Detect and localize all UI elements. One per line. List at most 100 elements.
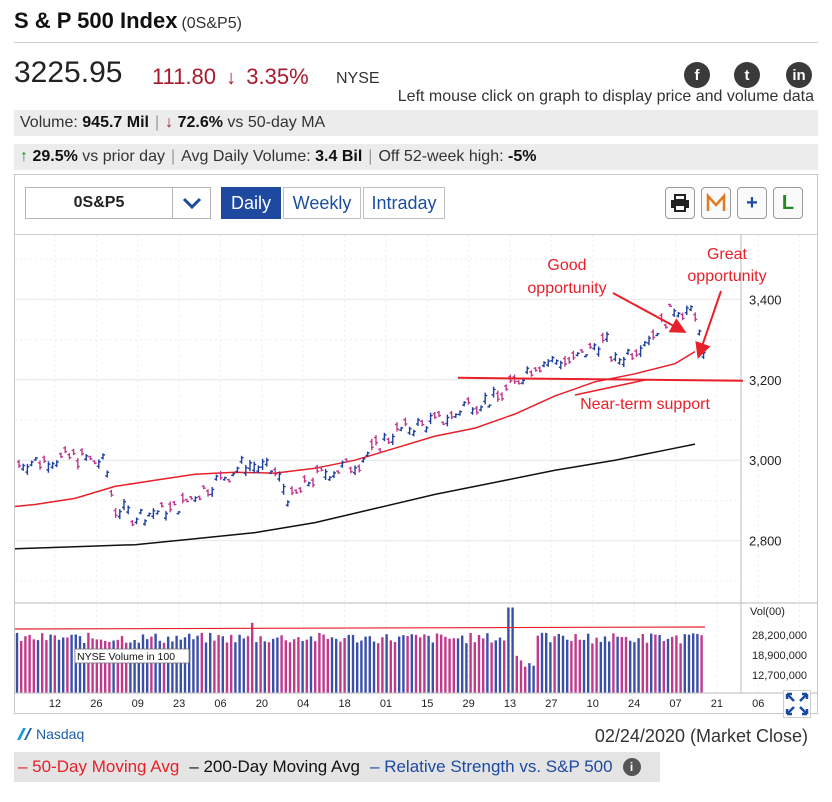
volume-bar: Volume: 945.7 Mil | ↓ 72.6% vs 50-day MA xyxy=(14,110,818,136)
compare-icon[interactable] xyxy=(701,187,731,219)
chevron-down-icon[interactable] xyxy=(172,188,210,218)
volume-bar xyxy=(549,642,552,693)
volume-bar xyxy=(66,637,69,693)
volume-bar xyxy=(356,642,359,693)
page-title: S & P 500 Index (0S&P5) xyxy=(14,8,242,33)
volume-bar xyxy=(272,638,275,693)
volume-bar xyxy=(393,641,397,693)
volume-axis-title: Vol(00) xyxy=(750,606,785,618)
linkedin-icon[interactable]: in xyxy=(786,62,812,88)
volume-bar xyxy=(62,637,65,693)
expand-icon[interactable] xyxy=(783,690,811,718)
volume-bar xyxy=(414,634,418,693)
info-icon[interactable]: i xyxy=(622,758,641,776)
nasdaq-icon xyxy=(17,728,32,740)
volume-bar xyxy=(540,632,544,693)
volume-bar xyxy=(221,636,224,693)
volume-bar xyxy=(192,639,195,693)
volume-bar xyxy=(284,640,287,693)
volume-bar xyxy=(230,634,233,693)
add-indicator-icon[interactable]: + xyxy=(737,187,767,219)
volume-bar xyxy=(419,637,422,693)
price-chart[interactable]: Vol(00) 28,200,000 18,900,000 12,700,000 NYS… xyxy=(15,235,817,713)
volume-bar xyxy=(15,633,19,693)
volume-bar xyxy=(679,643,682,693)
volume-bar xyxy=(402,635,405,693)
month-label: Feb xyxy=(634,712,653,713)
volume-bar xyxy=(519,660,523,693)
volume-bar xyxy=(650,633,653,693)
month-label: Sep xyxy=(193,712,213,713)
symbol-selector[interactable]: 0S&P5 xyxy=(25,187,211,219)
volume-ma-label: vs 50-day MA xyxy=(227,114,326,131)
volume-bar xyxy=(675,635,678,693)
volume-bar xyxy=(557,633,560,693)
volume-bar xyxy=(465,643,468,693)
x-tick-label: 04 xyxy=(297,698,309,710)
volume-bar xyxy=(452,638,455,693)
month-label: Mar xyxy=(722,712,741,713)
volume-bar xyxy=(645,642,649,693)
volume-bar xyxy=(427,635,430,693)
volume-bar xyxy=(360,640,363,693)
month-label: Aug xyxy=(105,712,125,713)
volume-bar xyxy=(482,638,485,693)
volume-bar xyxy=(406,636,409,693)
volume-bar xyxy=(314,641,317,693)
volume-bar xyxy=(486,633,489,693)
twitter-icon[interactable]: t xyxy=(734,62,760,88)
volume-bar xyxy=(515,655,518,693)
exchange-label: NYSE xyxy=(336,70,380,87)
volume-bar xyxy=(578,639,581,693)
volume-bar xyxy=(45,640,48,693)
volume-bar xyxy=(141,634,145,693)
y-tick-label: 3,000 xyxy=(749,453,782,468)
volume-bar xyxy=(53,635,56,693)
tab-weekly[interactable]: Weekly xyxy=(283,187,361,219)
tab-daily[interactable]: Daily xyxy=(221,187,281,219)
support-line xyxy=(457,376,744,382)
volume-bar xyxy=(28,634,31,693)
volume-ma-line xyxy=(15,626,706,630)
month-label: Nov xyxy=(369,712,389,713)
annotation-support: Near-term support xyxy=(580,396,710,413)
volume-bar xyxy=(167,636,170,693)
x-tick-label: 09 xyxy=(132,698,144,710)
down-arrow-icon: ↓ xyxy=(226,67,237,89)
price-change: 111.80 ↓ 3.35% xyxy=(152,64,309,90)
volume-bar xyxy=(125,642,128,693)
volume-bar xyxy=(503,640,506,693)
volume-bar xyxy=(263,641,266,693)
volume-bar xyxy=(582,639,586,693)
chart-legend: – 50-Day Moving Avg – 200-Day Moving Avg… xyxy=(14,752,660,782)
facebook-icon[interactable]: f xyxy=(684,62,710,88)
volume-bar xyxy=(116,639,119,693)
volume-bar xyxy=(440,634,443,693)
volume-label: Volume: xyxy=(20,114,78,131)
volume-bar xyxy=(251,622,254,693)
volume-bar xyxy=(112,640,115,693)
volume-bar xyxy=(368,636,371,693)
x-tick-label: 01 xyxy=(380,698,392,710)
volume-bar xyxy=(129,642,132,693)
ma-50-line xyxy=(15,350,696,508)
volume-bar xyxy=(99,639,103,693)
symbol-input[interactable]: 0S&P5 xyxy=(73,194,125,211)
chart-panel: 0S&P5 Daily Weekly Intraday + L Vol(00) 2… xyxy=(14,174,818,714)
x-tick-label: 29 xyxy=(463,698,475,710)
volume-bar xyxy=(301,641,304,693)
volume-bar xyxy=(57,639,61,693)
down-arrow-icon: ↓ xyxy=(165,114,174,131)
volume-bar xyxy=(431,642,434,693)
volume-bar xyxy=(532,665,535,693)
volume-bar xyxy=(637,638,640,693)
tab-intraday[interactable]: Intraday xyxy=(363,187,445,219)
volume-bar xyxy=(561,635,565,693)
log-scale-icon[interactable]: L xyxy=(773,187,803,219)
volume-bar xyxy=(511,607,514,693)
volume-bar xyxy=(293,639,296,693)
x-tick-label: 18 xyxy=(338,698,350,710)
volume-bar xyxy=(616,636,619,693)
print-icon[interactable] xyxy=(665,187,695,219)
volume-bar xyxy=(608,641,611,693)
